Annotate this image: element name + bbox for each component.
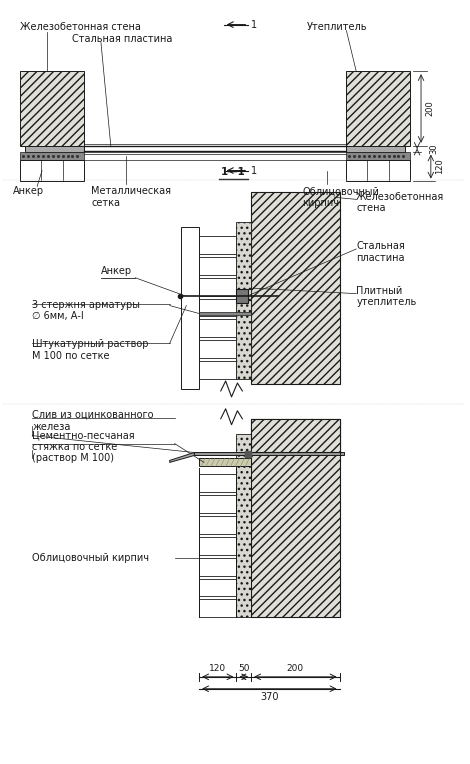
Text: 1—1: 1—1 bbox=[221, 167, 246, 177]
Bar bbox=[346, 160, 410, 182]
Text: Утеплитель: Утеплитель bbox=[307, 21, 368, 31]
Bar bbox=[21, 160, 84, 182]
Bar bbox=[199, 312, 251, 316]
Bar bbox=[236, 434, 251, 617]
Bar bbox=[194, 452, 345, 455]
Text: 120: 120 bbox=[209, 664, 227, 673]
Bar bbox=[199, 495, 236, 513]
Text: 30: 30 bbox=[429, 144, 438, 154]
Text: Штукатурный раствор
М 100 по сетке: Штукатурный раствор М 100 по сетке bbox=[32, 339, 149, 361]
Bar bbox=[199, 340, 236, 358]
Bar bbox=[251, 419, 339, 452]
Text: Анкер: Анкер bbox=[13, 186, 44, 196]
Bar bbox=[199, 600, 236, 617]
Text: Облицовочный кирпич: Облицовочный кирпич bbox=[32, 552, 149, 563]
Bar bbox=[346, 71, 410, 146]
Bar bbox=[199, 474, 236, 492]
Bar bbox=[251, 193, 339, 384]
Bar bbox=[199, 537, 236, 555]
Text: Железобетонная стена: Железобетонная стена bbox=[21, 21, 141, 31]
Text: 200: 200 bbox=[287, 664, 304, 673]
Bar bbox=[199, 319, 236, 338]
Bar bbox=[199, 458, 251, 466]
Text: Облицовочный
кирпич: Облицовочный кирпич bbox=[302, 186, 379, 208]
Bar bbox=[21, 71, 84, 146]
Bar bbox=[199, 278, 236, 296]
Bar bbox=[199, 257, 236, 275]
Text: 200: 200 bbox=[425, 101, 434, 116]
Bar bbox=[199, 236, 236, 254]
Text: Плитный
утеплитель: Плитный утеплитель bbox=[356, 286, 416, 307]
Text: Цементно-песчаная
стяжка по сетке
(раствор М 100): Цементно-песчаная стяжка по сетке (раств… bbox=[32, 430, 135, 463]
Bar bbox=[199, 578, 236, 597]
Text: 120: 120 bbox=[435, 159, 444, 174]
Text: Железобетонная
стена: Железобетонная стена bbox=[356, 192, 445, 213]
Text: 1: 1 bbox=[251, 20, 257, 30]
Bar bbox=[181, 227, 199, 389]
Bar bbox=[346, 146, 405, 152]
Bar bbox=[346, 152, 410, 160]
Bar bbox=[251, 419, 339, 617]
Bar bbox=[236, 289, 248, 303]
Bar bbox=[21, 152, 84, 160]
Text: Стальная пластина: Стальная пластина bbox=[71, 34, 172, 44]
Text: 1: 1 bbox=[251, 166, 257, 176]
Bar bbox=[25, 146, 84, 152]
Text: 50: 50 bbox=[238, 664, 250, 673]
Polygon shape bbox=[170, 452, 194, 462]
Text: Металлическая
сетка: Металлическая сетка bbox=[91, 186, 171, 208]
Bar bbox=[199, 361, 236, 379]
Text: 370: 370 bbox=[260, 691, 279, 701]
Text: Стальная
пластина: Стальная пластина bbox=[356, 241, 405, 263]
Bar bbox=[199, 516, 236, 534]
Text: 3 стержня арматуры
∅ 6мм, А-I: 3 стержня арматуры ∅ 6мм, А-I bbox=[32, 299, 140, 322]
Text: Анкер: Анкер bbox=[101, 266, 132, 276]
Bar bbox=[199, 299, 236, 316]
Text: Слив из оцинкованного
железа: Слив из оцинкованного железа bbox=[32, 410, 154, 432]
Bar bbox=[236, 222, 251, 379]
Bar bbox=[199, 558, 236, 575]
